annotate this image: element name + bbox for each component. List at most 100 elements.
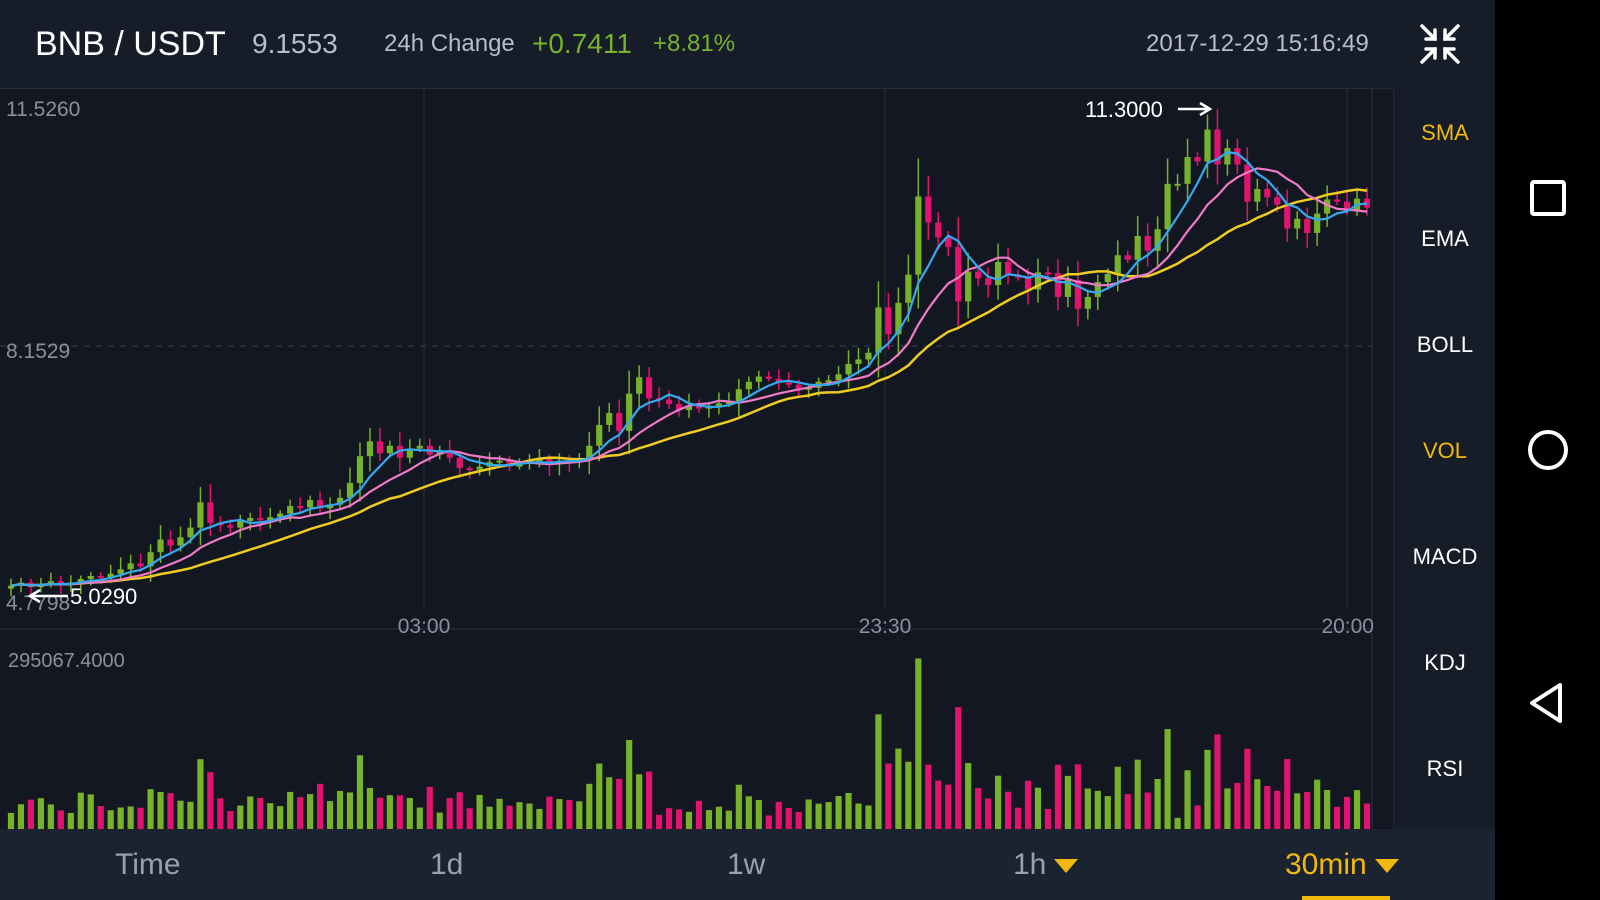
volume-bar bbox=[1084, 788, 1091, 829]
timeframe-time[interactable]: Time bbox=[115, 848, 181, 881]
volume-bar bbox=[107, 810, 114, 829]
volume-bar bbox=[416, 807, 423, 829]
volume-bar bbox=[616, 778, 623, 829]
candle-body bbox=[1184, 157, 1191, 184]
candle-body bbox=[975, 271, 982, 279]
candle-body bbox=[675, 404, 683, 411]
volume-bar bbox=[1174, 817, 1181, 829]
candle-body bbox=[695, 405, 703, 409]
volume-bar bbox=[227, 810, 234, 829]
volume-bar bbox=[27, 799, 35, 829]
timeframe-1w[interactable]: 1w bbox=[727, 848, 766, 881]
indicator-rsi[interactable]: RSI bbox=[1426, 756, 1464, 781]
volume-bar bbox=[386, 795, 393, 829]
indicator-boll[interactable]: BOLL bbox=[1416, 332, 1474, 357]
volume-bar bbox=[1343, 796, 1351, 829]
candle-body bbox=[177, 537, 184, 546]
candle-body bbox=[1264, 189, 1271, 198]
volume-bar bbox=[576, 801, 583, 829]
candle-body bbox=[1284, 204, 1291, 229]
low-price-marker: 5.0290 bbox=[27, 584, 137, 609]
candle-body bbox=[147, 552, 154, 567]
indicator-panel: SMA EMA BOLL VOL MACD KDJ RSI bbox=[1393, 88, 1496, 829]
volume-bar bbox=[1334, 806, 1341, 829]
volume-bar bbox=[356, 755, 364, 829]
volume-bar bbox=[1154, 779, 1161, 829]
volume-bar bbox=[1204, 749, 1211, 829]
volume-bar bbox=[217, 798, 224, 829]
volume-bar bbox=[875, 714, 882, 829]
volume-bar bbox=[556, 799, 563, 829]
candle-body bbox=[715, 403, 723, 407]
candle-body bbox=[1324, 199, 1331, 214]
candle-body bbox=[586, 445, 593, 460]
candle-body bbox=[616, 413, 623, 431]
candle-body bbox=[406, 448, 413, 458]
volume-bar bbox=[975, 788, 982, 829]
volume-bar bbox=[725, 810, 732, 829]
candle-body bbox=[47, 581, 54, 585]
indicator-macd[interactable]: MACD bbox=[1412, 544, 1478, 569]
trading-chart-app: BNB / USDT 9.1553 24h Change +0.7411 +8.… bbox=[0, 22, 1496, 900]
timeframe-30min[interactable]: 30min bbox=[1285, 829, 1399, 900]
candle-body bbox=[985, 278, 992, 286]
volume-bar bbox=[745, 796, 752, 829]
indicator-sma[interactable]: SMA bbox=[1421, 120, 1469, 145]
timeframe-1h[interactable]: 1h bbox=[1013, 829, 1079, 900]
volume-bar bbox=[1184, 770, 1191, 829]
candle-body bbox=[765, 376, 772, 379]
volume-bar bbox=[885, 763, 892, 829]
indicator-kdj[interactable]: KDJ bbox=[1424, 650, 1466, 675]
price-candles bbox=[7, 109, 1371, 599]
candle-body bbox=[636, 377, 643, 394]
volume-bar bbox=[406, 798, 413, 829]
volume-bar bbox=[865, 805, 872, 829]
volume-bar bbox=[895, 748, 902, 829]
volume-bar bbox=[546, 796, 553, 829]
volume-bar bbox=[97, 806, 104, 829]
candle-body bbox=[1004, 261, 1012, 275]
volume-bar bbox=[945, 784, 952, 829]
candle-body bbox=[1343, 201, 1351, 210]
volume-bar bbox=[1014, 807, 1022, 829]
candle-body bbox=[287, 506, 294, 514]
candle-body bbox=[1254, 189, 1261, 202]
volume-bar bbox=[17, 804, 25, 829]
volume-bar bbox=[1284, 759, 1291, 829]
volume-bar bbox=[665, 808, 673, 829]
candle-body bbox=[1074, 279, 1081, 309]
volume-bar bbox=[1024, 780, 1032, 829]
candle-body bbox=[1234, 148, 1241, 165]
triangle-back-icon[interactable] bbox=[1520, 675, 1576, 731]
candle-body bbox=[476, 466, 483, 470]
change-percent: +8.81% bbox=[653, 30, 736, 57]
indicator-vol[interactable]: VOL bbox=[1422, 438, 1468, 463]
candle-body bbox=[945, 237, 952, 248]
volume-bar bbox=[1353, 790, 1361, 829]
volume-bar bbox=[316, 783, 324, 829]
candle-body bbox=[1204, 129, 1211, 162]
volume-bar bbox=[1194, 805, 1201, 829]
candle-body bbox=[1363, 198, 1371, 208]
ma-mid-line bbox=[10, 167, 1368, 587]
volume-bar bbox=[7, 812, 15, 829]
volume-bar bbox=[715, 806, 723, 829]
candle-body bbox=[1334, 199, 1341, 202]
candle-body bbox=[865, 352, 872, 360]
candle-body bbox=[1144, 235, 1151, 251]
candle-body bbox=[1224, 148, 1231, 165]
circle-home-icon[interactable] bbox=[1520, 422, 1576, 478]
candle-body bbox=[735, 389, 742, 402]
volume-bar bbox=[695, 800, 703, 829]
candle-body bbox=[137, 563, 144, 567]
volume-bar bbox=[257, 797, 264, 829]
indicator-ema[interactable]: EMA bbox=[1421, 226, 1469, 251]
square-recents-icon[interactable] bbox=[1520, 170, 1576, 226]
candlestick-chart[interactable]: 11.5260 8.1529 4.7798 03:00 23:30 20:00 … bbox=[0, 88, 1393, 829]
candle-body bbox=[1174, 183, 1181, 186]
collapse-arrows-icon[interactable] bbox=[1418, 22, 1462, 66]
candle-body bbox=[885, 307, 892, 335]
timeframe-1d[interactable]: 1d bbox=[430, 848, 464, 881]
change-absolute: +0.7411 bbox=[532, 28, 632, 59]
candle-body bbox=[416, 445, 423, 449]
